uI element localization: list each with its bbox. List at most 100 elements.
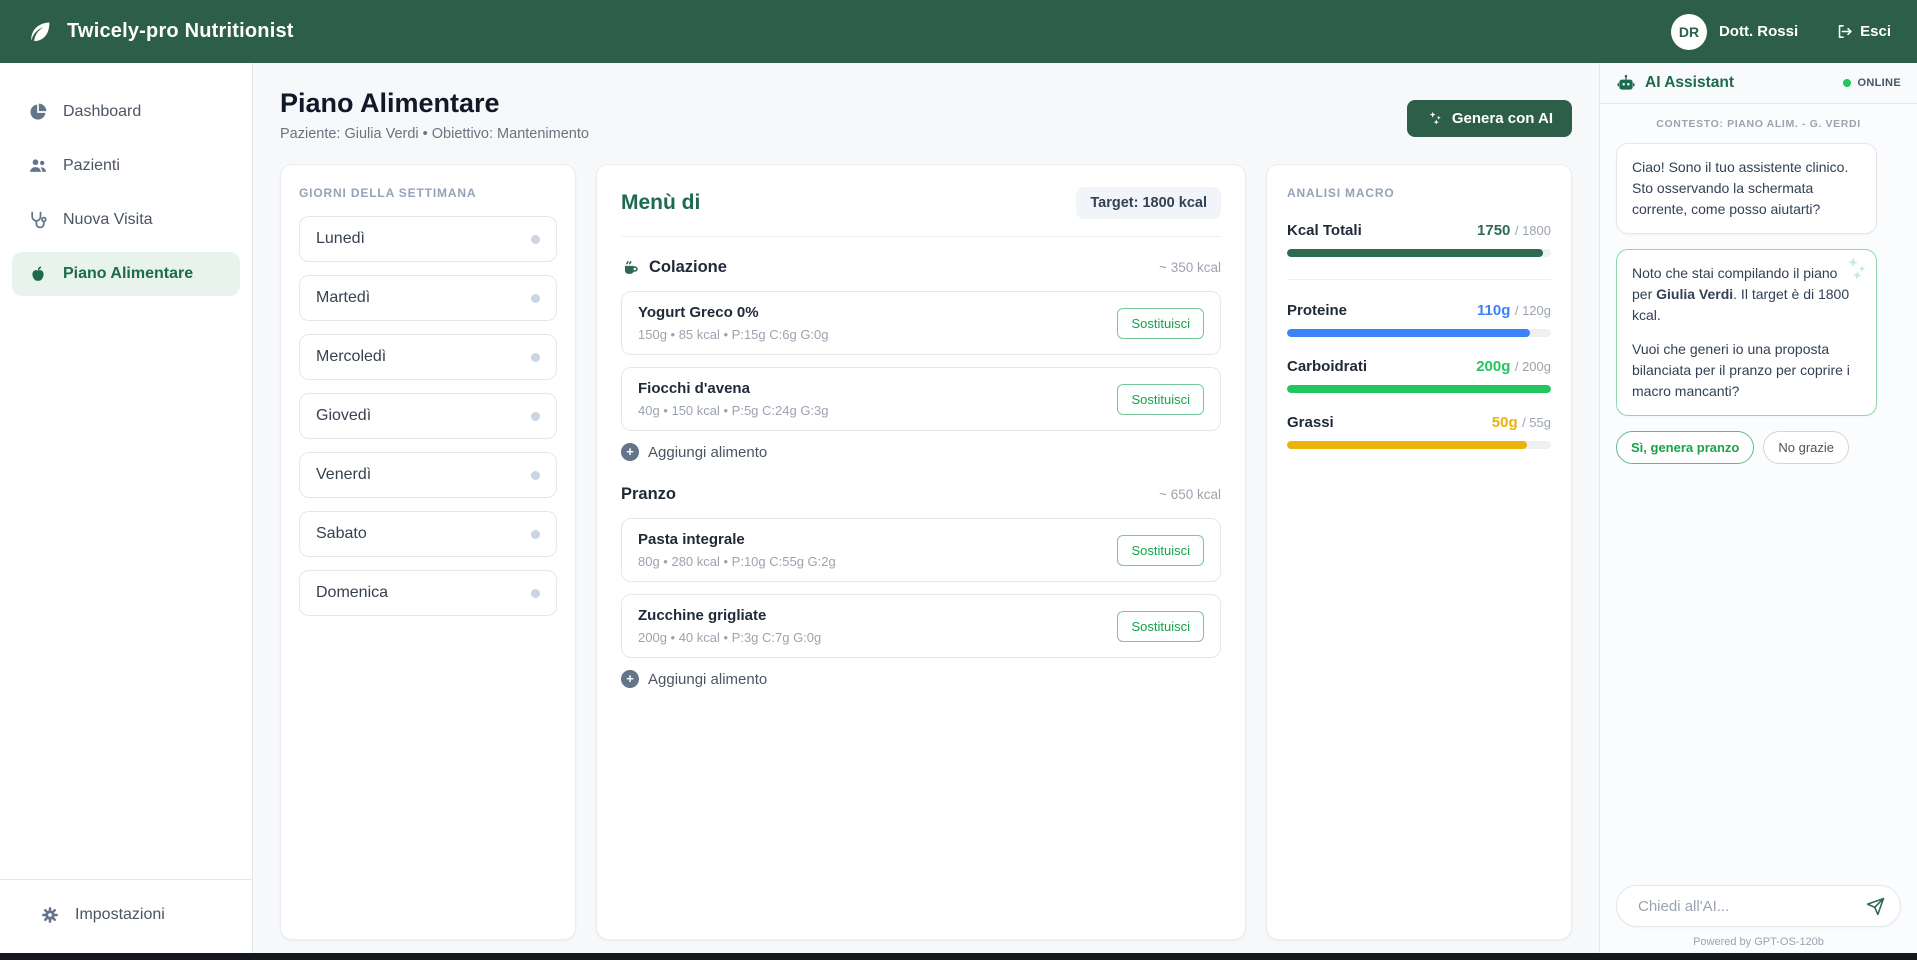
macro-label: Proteine (1287, 302, 1348, 319)
status-dot-icon (531, 352, 540, 362)
coffee-cup-icon (624, 261, 638, 274)
substitute-button[interactable]: Sostituisci (1117, 534, 1204, 566)
powered-by-label: Powered by GPT-OS-120b (1693, 936, 1824, 948)
ai-message-text: Ciao! Sono il tuo assistente clinico. St… (1632, 159, 1849, 217)
status-dot-icon (531, 588, 540, 598)
plus-circle-icon: + (621, 670, 639, 688)
status-dot-icon (531, 293, 540, 303)
food-item: Pasta integrale 80g • 280 kcal • P:10g C… (621, 518, 1221, 582)
avatar[interactable]: DR (1670, 13, 1707, 50)
patient-name: Giulia Verdi (1656, 286, 1734, 302)
ai-message-text: Noto che stai compilando il piano per Gi… (1632, 265, 1850, 323)
ai-status-label: ONLINE (1857, 77, 1901, 89)
sidebar-item-label: Nuova Visita (63, 211, 153, 228)
macro-target: / 1800 (1514, 223, 1551, 238)
plus-circle-icon: + (621, 443, 639, 461)
food-item: Yogurt Greco 0% 150g • 85 kcal • P:15g C… (621, 291, 1221, 355)
stethoscope-icon (28, 210, 48, 230)
ai-panel-title: AI Assistant (1645, 74, 1735, 91)
day-item-domenica[interactable]: Domenica (299, 570, 557, 616)
meal-kcal-estimate: ~ 650 kcal (1159, 487, 1221, 502)
macro-row-grassi: Grassi 50g / 55g (1287, 414, 1551, 449)
substitute-button[interactable]: Sostituisci (1117, 610, 1204, 642)
day-label: Mercoledì (316, 348, 387, 365)
generate-ai-button[interactable]: Genera con AI (1406, 100, 1572, 137)
progress-bar (1287, 329, 1551, 337)
day-item-martedi[interactable]: Martedì (299, 275, 557, 321)
macro-target: / 200g (1514, 359, 1551, 374)
day-label: Martedì (316, 289, 371, 306)
send-icon[interactable] (1866, 897, 1885, 916)
food-item: Fiocchi d'avena 40g • 150 kcal • P:5g C:… (621, 367, 1221, 431)
sidebar-item-label: Impostazioni (75, 906, 165, 923)
ai-assistant-panel: AI Assistant ONLINE CONTESTO: PIANO ALIM… (1599, 63, 1917, 960)
status-dot-icon (531, 529, 540, 539)
ai-chat-input[interactable] (1636, 896, 1866, 916)
sidebar-item-label: Dashboard (63, 103, 142, 120)
day-label: Lunedì (316, 230, 365, 247)
logout-icon (1838, 25, 1852, 38)
macro-value: 50g (1491, 414, 1518, 431)
meal-header-pranzo: Pranzo (621, 485, 676, 504)
progress-bar (1287, 385, 1551, 393)
macro-value: 200g (1476, 358, 1511, 375)
macro-row-proteine: Proteine 110g / 120g (1287, 302, 1551, 337)
status-dot-icon (531, 234, 540, 244)
macro-target: / 55g (1522, 415, 1551, 430)
add-food-button[interactable]: + Aggiungi alimento (621, 443, 1221, 461)
day-label: Domenica (316, 584, 389, 601)
macro-label: Carboidrati (1287, 358, 1368, 375)
food-details: 150g • 85 kcal • P:15g C:6g G:0g (638, 327, 829, 342)
food-name: Zucchine grigliate (638, 607, 767, 624)
macro-row-kcal: Kcal Totali 1750 / 1800 (1287, 222, 1551, 257)
day-item-mercoledi[interactable]: Mercoledì (299, 334, 557, 380)
target-kcal-badge: Target: 1800 kcal (1076, 187, 1221, 219)
progress-bar (1287, 441, 1551, 449)
day-item-venerdi[interactable]: Venerdì (299, 452, 557, 498)
substitute-button[interactable]: Sostituisci (1117, 383, 1204, 415)
divider (1287, 279, 1551, 280)
add-food-button[interactable]: + Aggiungi alimento (621, 670, 1221, 688)
meal-name-label: Pranzo (621, 485, 677, 503)
page-subtitle: Paziente: Giulia Verdi • Obiettivo: Mant… (280, 126, 589, 142)
days-panel-title: GIORNI DELLA SETTIMANA (299, 186, 477, 200)
magic-wand-icon (1848, 257, 1866, 280)
quick-reply-no-button[interactable]: No grazie (1763, 431, 1850, 464)
sidebar-footer: Impostazioni (0, 879, 252, 960)
sidebar: Dashboard Pazienti Nuova Visita Piano Al… (0, 63, 253, 960)
ai-chat-area: Ciao! Sono il tuo assistente clinico. St… (1600, 141, 1917, 875)
sidebar-item-pazienti[interactable]: Pazienti (12, 144, 240, 188)
day-label: Giovedì (316, 407, 372, 424)
sidebar-item-nuova-visita[interactable]: Nuova Visita (12, 198, 240, 242)
users-icon (28, 156, 48, 176)
day-item-sabato[interactable]: Sabato (299, 511, 557, 557)
sidebar-item-label: Piano Alimentare (63, 265, 194, 282)
status-dot-icon (531, 470, 540, 480)
sidebar-item-piano-alimentare[interactable]: Piano Alimentare (12, 252, 240, 296)
macro-panel-title: ANALISI MACRO (1287, 186, 1395, 200)
meal-header-colazione: Colazione (621, 258, 727, 277)
ai-context-label: CONTESTO: PIANO ALIM. - G. VERDI (1656, 118, 1861, 130)
day-item-giovedi[interactable]: Giovedì (299, 393, 557, 439)
generate-ai-label: Genera con AI (1451, 110, 1553, 127)
main-content: Piano Alimentare Paziente: Giulia Verdi … (253, 63, 1599, 960)
apple-icon (28, 264, 48, 284)
logout-label: Esci (1860, 23, 1891, 40)
pie-chart-icon (28, 102, 48, 122)
ai-message: Noto che stai compilando il piano per Gi… (1616, 249, 1877, 416)
sidebar-item-dashboard[interactable]: Dashboard (12, 90, 240, 134)
logout-button[interactable]: Esci (1836, 23, 1891, 40)
substitute-button[interactable]: Sostituisci (1117, 307, 1204, 339)
ai-message: Ciao! Sono il tuo assistente clinico. St… (1616, 143, 1877, 234)
app-title: Twicely-pro Nutritionist (67, 20, 294, 42)
day-item-lunedi[interactable]: Lunedì (299, 216, 557, 262)
ai-message-text: Vuoi che generi io una proposta bilancia… (1632, 341, 1850, 399)
macro-analysis-panel: ANALISI MACRO Kcal Totali 1750 / 1800 Pr… (1266, 164, 1572, 940)
quick-reply-yes-button[interactable]: Sì, genera pranzo (1616, 431, 1755, 464)
food-name: Pasta integrale (638, 531, 745, 548)
macro-label: Grassi (1287, 414, 1334, 431)
topbar: Twicely-pro Nutritionist DR Dott. Rossi … (0, 0, 1917, 63)
sidebar-item-label: Pazienti (63, 157, 120, 174)
macro-value: 1750 (1477, 222, 1511, 239)
sidebar-item-impostazioni[interactable]: Impostazioni (24, 893, 228, 937)
